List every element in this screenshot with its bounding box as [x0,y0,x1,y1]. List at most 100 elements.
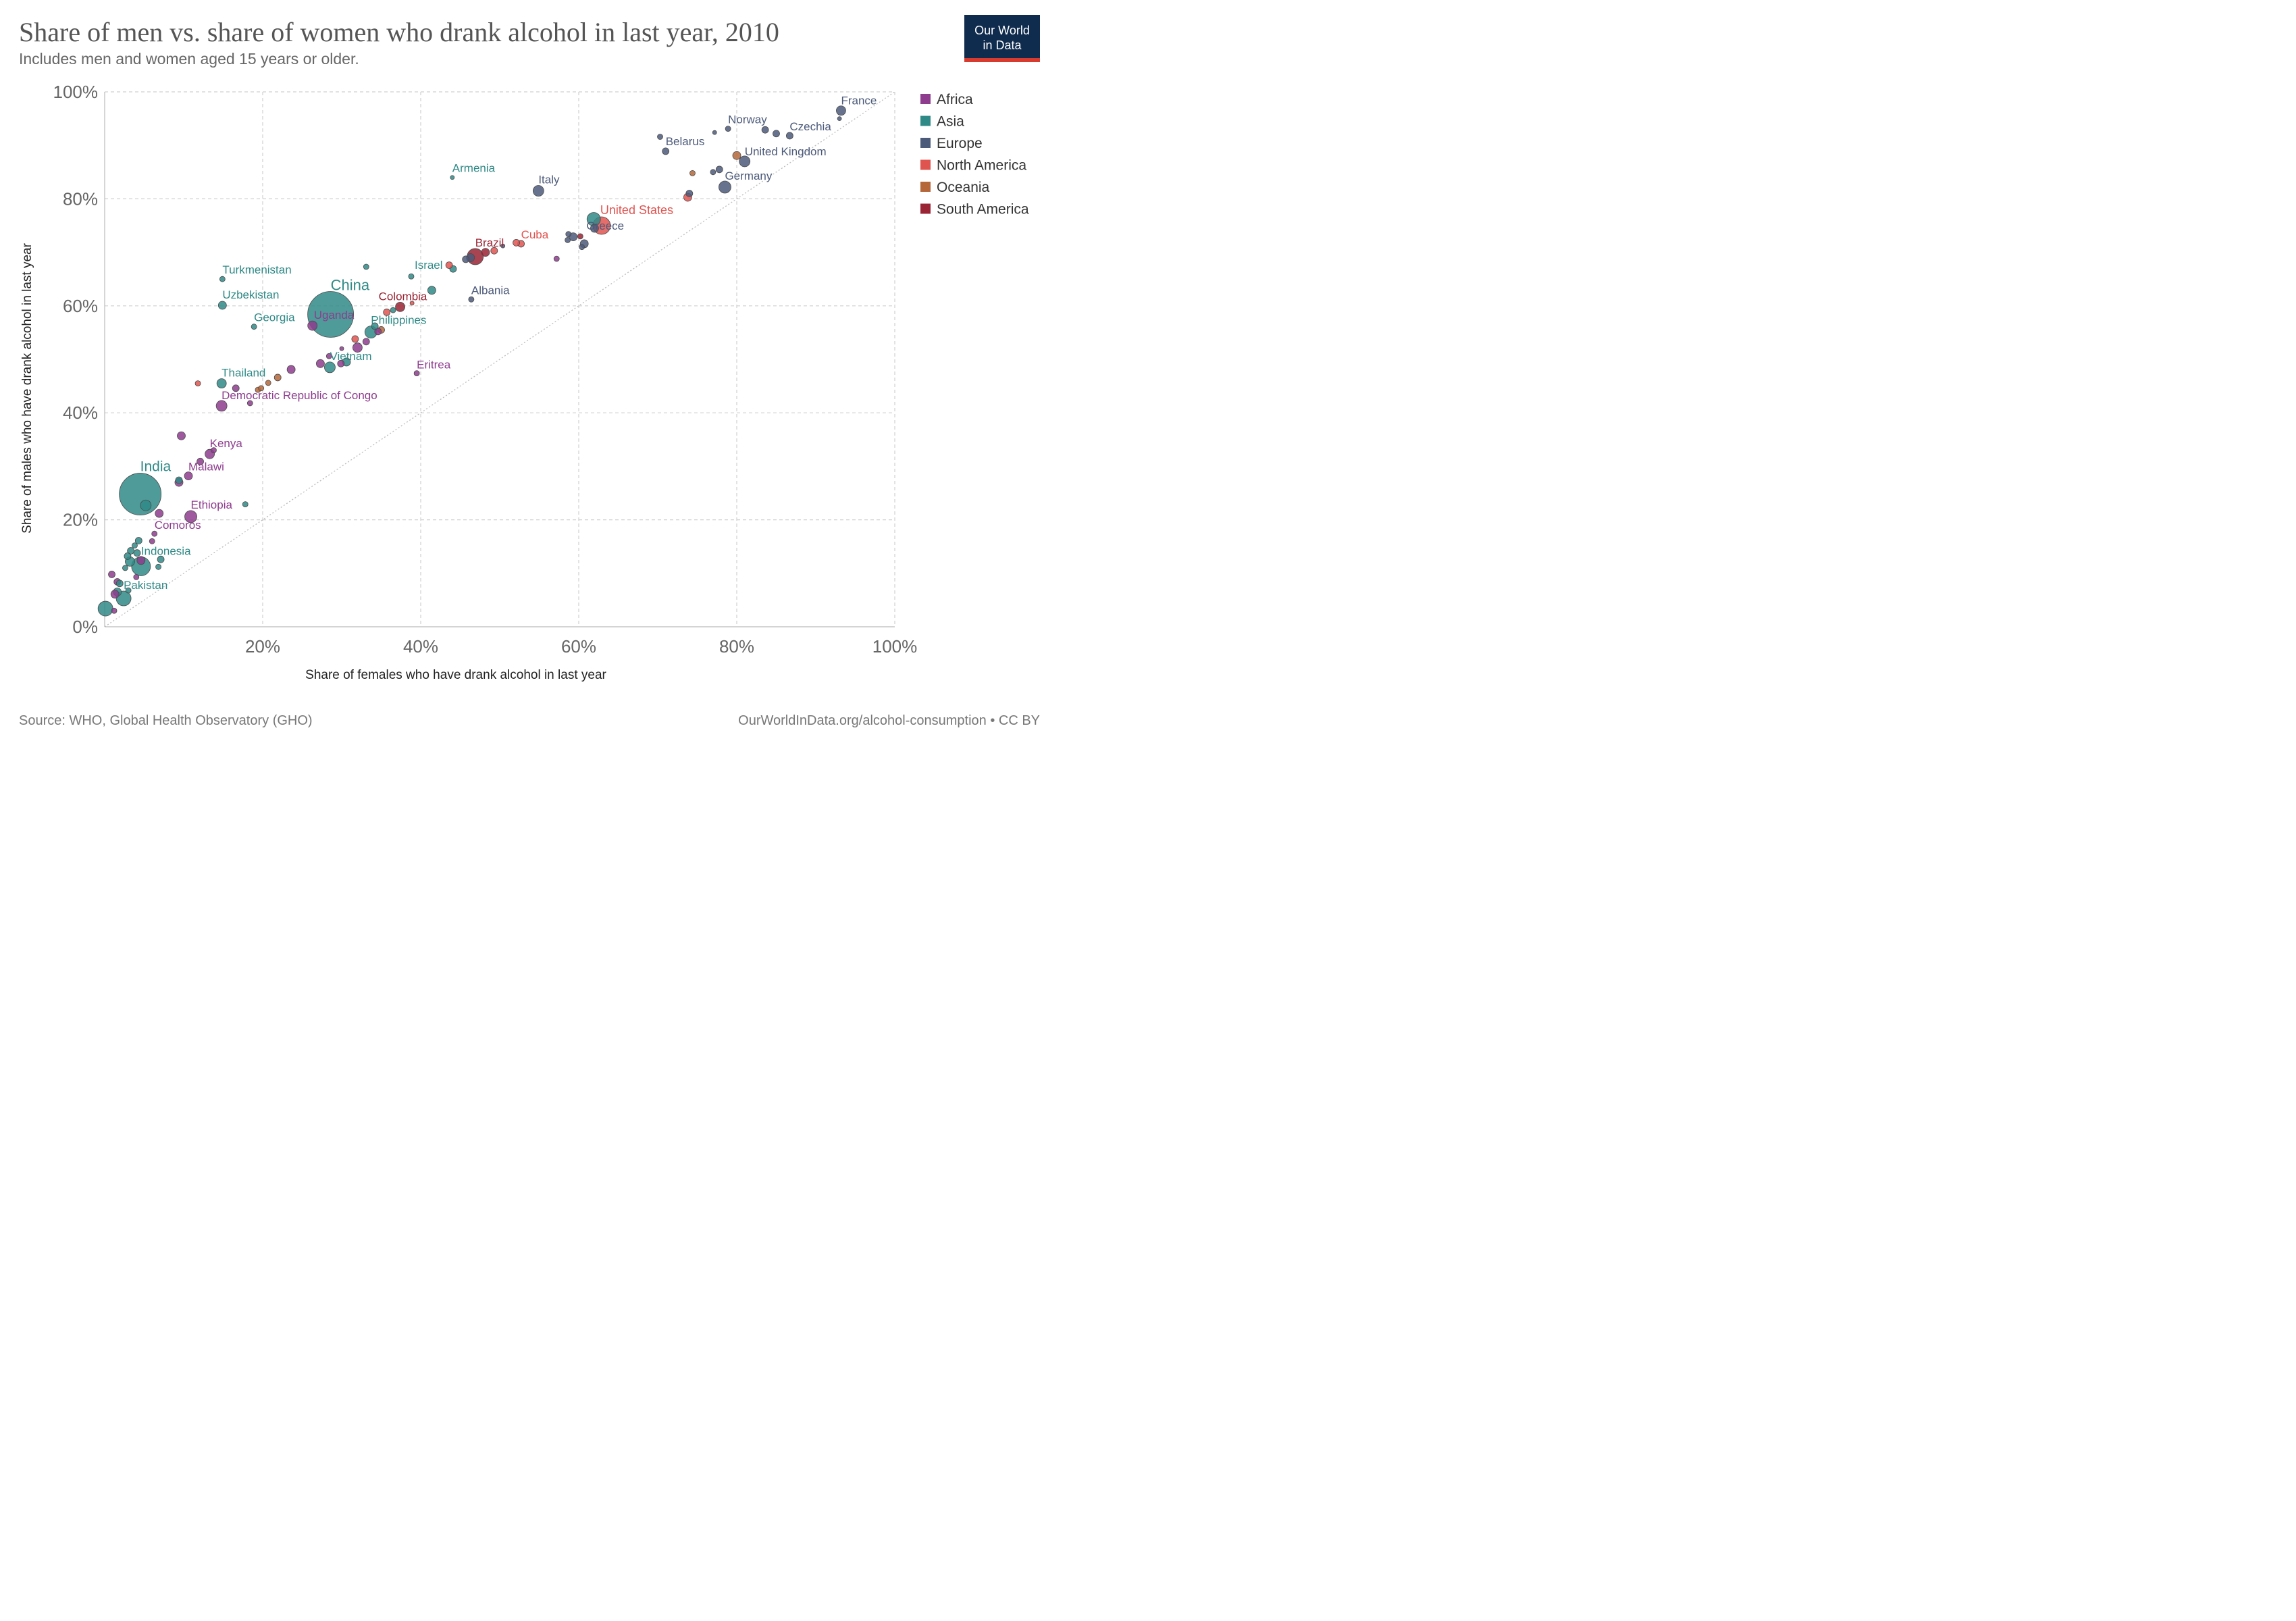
data-point [111,607,118,614]
legend-swatch [920,138,931,148]
data-point [132,542,138,549]
data-point [490,247,498,255]
data-point [286,365,296,374]
data-point [657,134,663,140]
data-point [215,400,228,412]
data-point [710,169,716,176]
data-point [258,385,265,392]
data-point [462,255,470,263]
data-point [785,132,793,140]
data-point [351,335,359,343]
owid-logo[interactable]: Our World in Data [964,15,1040,62]
logo-accent-bar [964,58,1040,62]
legend-swatch [920,159,931,170]
data-point [732,151,741,160]
point-label: Colombia [379,290,427,303]
data-point [374,328,382,336]
point-label: Turkmenistan [222,263,291,276]
data-point [427,286,436,295]
data-point [108,570,115,578]
chart-title: Share of men vs. share of women who dran… [19,17,779,47]
point-label: China [331,276,370,293]
data-point [712,130,717,135]
point-label: Armenia [452,162,496,175]
point-label: Pakistan [124,579,167,592]
logo-line-1: Our World [974,24,1030,37]
data-point [216,378,227,389]
data-point [242,501,249,508]
data-point [837,116,842,122]
point-label: Thailand [221,367,265,380]
data-point [324,361,336,374]
y-tick-label: 60% [63,296,98,316]
grid-lines [104,91,895,627]
data-point [579,244,585,251]
point-label: Greece [586,220,624,232]
axes: 0% 20% 40% 60% 80% 100% 20% 40% 60% 80% 100% [53,82,918,657]
source-note: Source: WHO, Global Health Observatory (… [19,713,313,728]
data-point [445,261,453,269]
chart-subtitle: Includes men and women aged 15 years or … [19,50,359,68]
y-tick-label: 0% [72,617,98,637]
point-label: Belarus [666,135,705,148]
data-point [307,320,318,331]
legend-label: Oceania [937,180,990,195]
data-point [184,471,193,481]
x-tick-label: 100% [872,636,918,657]
data-points [97,105,846,617]
legend-label: Europe [937,136,983,151]
point-label: Indonesia [141,545,191,558]
data-point [353,342,363,353]
data-point [273,374,282,382]
point-label: United Kingdom [745,145,827,158]
data-point [155,563,161,570]
data-point [325,353,332,359]
y-tick-label: 100% [53,82,99,102]
data-point [565,231,572,238]
data-point [157,555,165,563]
data-point [175,476,183,484]
x-tick-label: 60% [561,636,596,657]
point-label: Vietnam [330,350,371,363]
data-point [468,296,475,303]
data-point [590,224,599,233]
data-point [577,233,583,240]
data-point [362,338,370,346]
legend-swatch [920,203,931,214]
point-label: Philippines [371,314,426,327]
data-point [395,301,405,312]
data-point [110,590,120,599]
data-point [149,538,155,544]
data-point [413,370,420,376]
data-point [219,276,226,282]
legend-label: South America [937,202,1029,217]
data-point [136,556,146,565]
parity-line [104,91,895,627]
point-labels: France Norway Czechia Belarus United Kingdom… [124,95,877,592]
data-point [761,126,769,134]
data-point [122,565,128,571]
data-point [155,509,164,518]
data-point [532,185,544,197]
data-point [719,180,731,194]
point-label: Eritrea [417,359,451,371]
data-point [217,301,227,310]
data-point [97,600,113,617]
data-point [773,130,780,138]
data-point [363,263,369,270]
data-point [316,359,325,368]
data-point [371,322,379,330]
logo-text: Our World in Data [964,15,1040,53]
data-point [481,248,490,257]
data-point [836,105,846,116]
legend-label: Asia [937,114,964,130]
data-point [409,301,415,306]
data-point [125,587,132,594]
data-point [124,552,132,560]
legend-label: North America [937,158,1026,174]
source-link[interactable]: OurWorldInData.org/alcohol-consumption •… [738,713,1040,728]
legend-label: Africa [937,92,973,107]
data-point [500,243,506,249]
data-point [307,291,355,338]
data-point [390,307,396,313]
